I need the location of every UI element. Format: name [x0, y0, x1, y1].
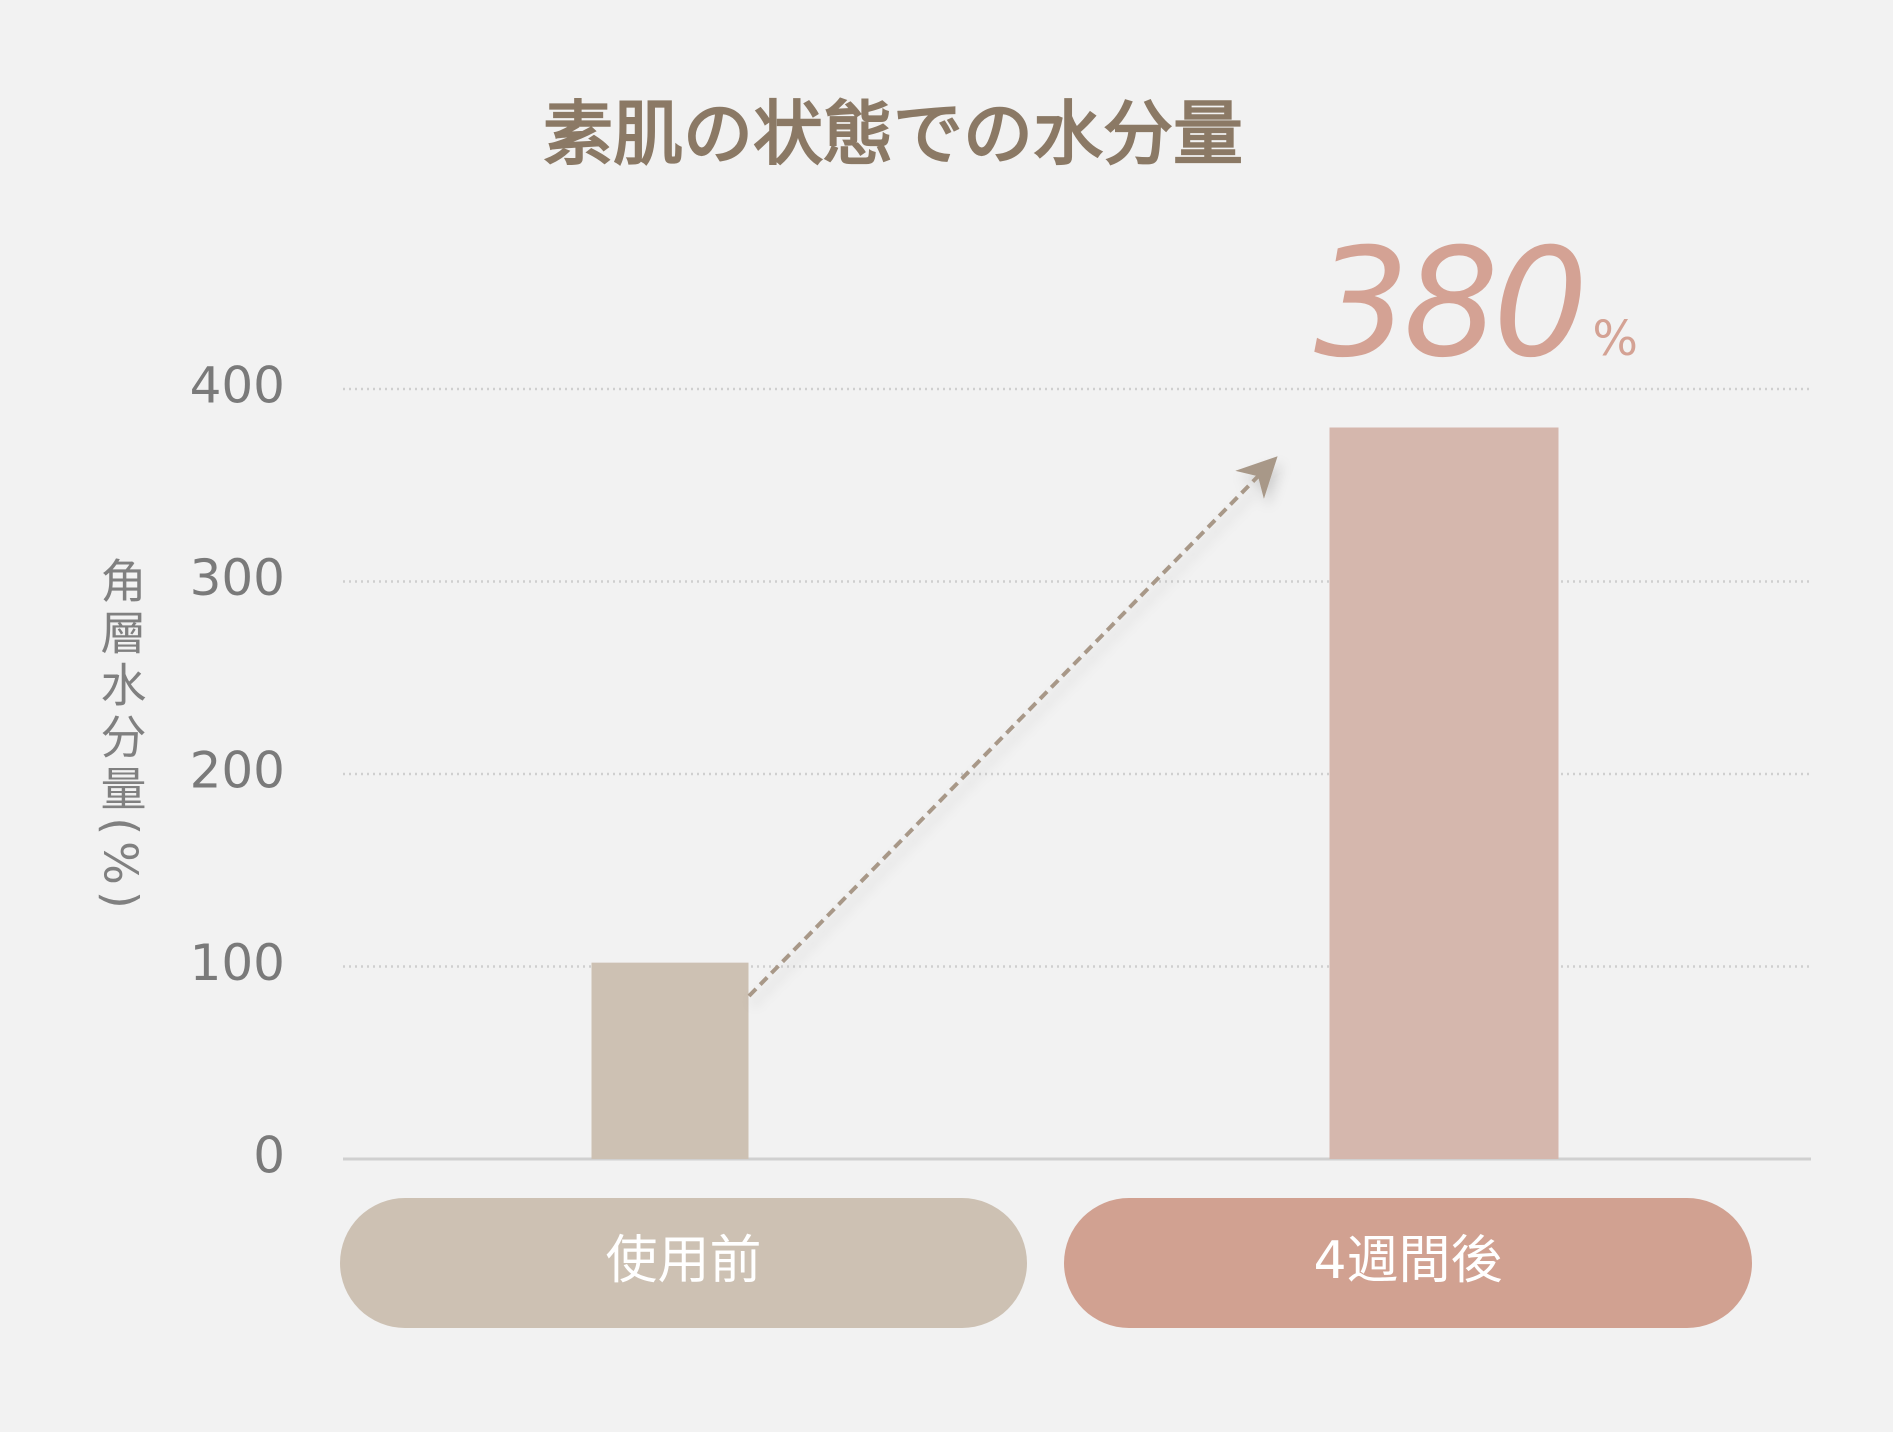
- y-tick-label: 100: [190, 934, 285, 992]
- category-pill: [340, 1198, 1027, 1328]
- x-tick-label: 4週間後: [1313, 1231, 1502, 1291]
- x-tick-label: 使用前: [605, 1231, 761, 1291]
- y-tick-label: 300: [190, 549, 285, 607]
- bar: [1329, 427, 1559, 1159]
- y-tick-label: 400: [190, 357, 285, 415]
- bar: [591, 962, 749, 1159]
- y-axis-label: 角層水分量(%): [94, 557, 148, 915]
- y-tick-label: 0: [253, 1127, 285, 1185]
- category-pill: [1064, 1198, 1752, 1328]
- y-tick-label: 200: [190, 742, 285, 800]
- trend-arrow: [747, 456, 1278, 998]
- chart-title: 素肌の状態での水分量: [543, 93, 1243, 175]
